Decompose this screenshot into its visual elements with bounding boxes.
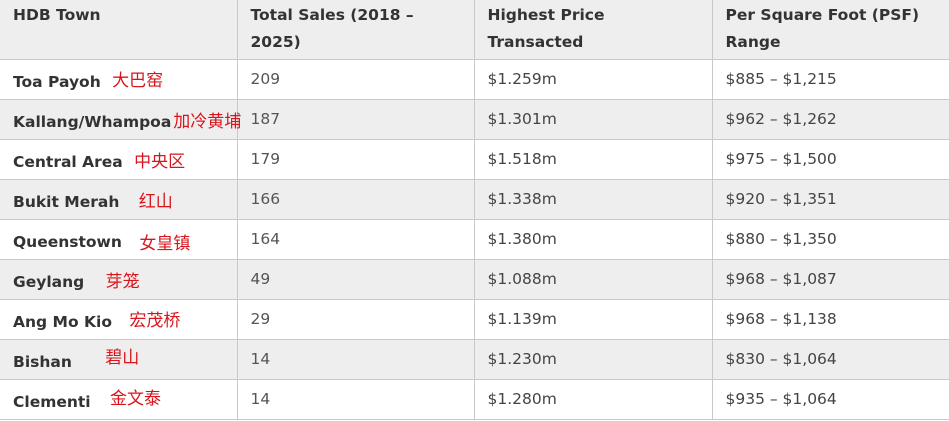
table-row: Ang Mo Kio 宏茂桥 29 $1.139m $968 – $1,138	[0, 299, 949, 340]
town-cell: Central Area 中央区	[0, 139, 238, 180]
town-chinese-name: 碧山	[105, 347, 140, 368]
table-row: Geylang 芽笼 49 $1.088m $968 – $1,087	[0, 259, 949, 300]
psf-range-cell: $962 – $1,262	[712, 99, 949, 140]
town-name: Clementi	[13, 392, 91, 411]
sales-cell: 29	[237, 299, 475, 340]
town-chinese-name: 大巴窑	[112, 70, 164, 91]
town-name: Central Area	[13, 152, 123, 171]
header-total-sales: Total Sales (2018 – 2025)	[237, 0, 475, 60]
town-cell: Queenstown 女皇镇	[0, 219, 238, 260]
sales-cell: 14	[237, 379, 475, 420]
table-row: Toa Payoh 大巴窑 209 $1.259m $885 – $1,215	[0, 59, 949, 100]
sales-cell: 14	[237, 339, 475, 380]
highest-price-cell: $1.338m	[474, 179, 713, 220]
sales-cell: 209	[237, 59, 475, 100]
sales-cell: 187	[237, 99, 475, 140]
sales-cell: 179	[237, 139, 475, 180]
town-cell: Geylang 芽笼	[0, 259, 238, 300]
psf-range-cell: $830 – $1,064	[712, 339, 949, 380]
psf-range-cell: $935 – $1,064	[712, 379, 949, 420]
town-chinese-name: 宏茂桥	[129, 310, 181, 331]
table-row: Queenstown 女皇镇 164 $1.380m $880 – $1,350	[0, 219, 949, 260]
town-cell: Ang Mo Kio 宏茂桥	[0, 299, 238, 340]
table-row: Bishan 碧山 14 $1.230m $830 – $1,064	[0, 339, 949, 380]
town-cell: Toa Payoh 大巴窑	[0, 59, 238, 100]
town-chinese-name: 加冷黄埔	[173, 111, 242, 132]
highest-price-cell: $1.139m	[474, 299, 713, 340]
sales-cell: 164	[237, 219, 475, 260]
table-row: Kallang/Whampoa 加冷黄埔 187 $1.301m $962 – $…	[0, 99, 949, 140]
town-chinese-name: 中央区	[134, 151, 186, 172]
town-chinese-name: 芽笼	[105, 271, 140, 292]
psf-range-cell: $968 – $1,087	[712, 259, 949, 300]
header-highest-price: Highest Price Transacted	[474, 0, 713, 60]
town-name: Bukit Merah	[13, 192, 120, 211]
town-chinese-name: 红山	[138, 191, 173, 212]
header-hdb-town: HDB Town	[0, 0, 238, 60]
highest-price-cell: $1.259m	[474, 59, 713, 100]
town-name: Bishan	[13, 352, 72, 371]
header-psf-range: Per Square Foot (PSF) Range	[712, 0, 949, 60]
highest-price-cell: $1.280m	[474, 379, 713, 420]
town-name: Kallang/Whampoa	[13, 112, 172, 131]
sales-cell: 49	[237, 259, 475, 300]
psf-range-cell: $975 – $1,500	[712, 139, 949, 180]
town-cell: Bishan 碧山	[0, 339, 238, 380]
town-cell: Clementi 金文泰	[0, 379, 238, 420]
table-row: Clementi 金文泰 14 $1.280m $935 – $1,064	[0, 379, 949, 420]
town-name: Toa Payoh	[13, 72, 101, 91]
highest-price-cell: $1.301m	[474, 99, 713, 140]
highest-price-cell: $1.230m	[474, 339, 713, 380]
highest-price-cell: $1.088m	[474, 259, 713, 300]
town-cell: Kallang/Whampoa 加冷黄埔	[0, 99, 241, 140]
table-row: Central Area 中央区 179 $1.518m $975 – $1,5…	[0, 139, 949, 180]
table-row: Bukit Merah 红山 166 $1.338m $920 – $1,351	[0, 179, 949, 220]
psf-range-cell: $885 – $1,215	[712, 59, 949, 100]
town-name: Ang Mo Kio	[13, 312, 112, 331]
psf-range-cell: $920 – $1,351	[712, 179, 949, 220]
psf-range-cell: $968 – $1,138	[712, 299, 949, 340]
header-row: HDB Town Total Sales (2018 – 2025) Highe…	[0, 0, 949, 60]
town-chinese-name: 女皇镇	[139, 233, 191, 254]
town-name: Queenstown	[13, 232, 122, 251]
town-chinese-name: 金文泰	[110, 388, 162, 409]
town-name: Geylang	[13, 272, 85, 291]
highest-price-cell: $1.380m	[474, 219, 713, 260]
highest-price-cell: $1.518m	[474, 139, 713, 180]
psf-range-cell: $880 – $1,350	[712, 219, 949, 260]
town-cell: Bukit Merah 红山	[0, 179, 238, 220]
sales-cell: 166	[237, 179, 475, 220]
